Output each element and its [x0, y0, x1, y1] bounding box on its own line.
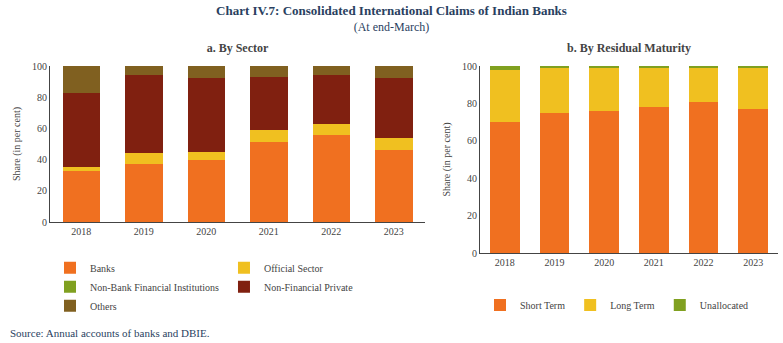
svg-text:Short Term: Short Term — [520, 300, 565, 311]
svg-text:2020: 2020 — [594, 257, 614, 268]
svg-text:Official Sector: Official Sector — [264, 263, 324, 274]
html-text:Chart IV.7: Consolidated Inter: Chart IV.7: Consolidated International C… — [216, 3, 567, 18]
svg-text:2021: 2021 — [259, 226, 279, 237]
svg-text:2023: 2023 — [384, 226, 404, 237]
svg-text:Non-Financial Private: Non-Financial Private — [264, 282, 353, 293]
svg-text:2023: 2023 — [743, 257, 763, 268]
svg-text:80: 80 — [37, 92, 47, 103]
svg-text:2022: 2022 — [321, 226, 341, 237]
svg-text:2018: 2018 — [495, 257, 515, 268]
svg-text:Banks: Banks — [90, 263, 115, 274]
svg-text:2021: 2021 — [644, 257, 664, 268]
svg-text:a. By Sector: a. By Sector — [207, 41, 269, 55]
html-text:(At end-March): (At end-March) — [353, 20, 430, 34]
svg-text:80: 80 — [467, 98, 477, 109]
svg-text:2019: 2019 — [545, 257, 565, 268]
svg-text:40: 40 — [467, 173, 477, 184]
svg-text:100: 100 — [32, 61, 47, 72]
html-text:Source: Annual accounts of ban: Source: Annual accounts of banks and DBI… — [10, 327, 210, 339]
svg-text:2019: 2019 — [134, 226, 154, 237]
svg-text:Unallocated: Unallocated — [700, 300, 748, 311]
svg-text:Non-Bank Financial Institution: Non-Bank Financial Institutions — [90, 282, 219, 293]
svg-text:60: 60 — [467, 135, 477, 146]
svg-text:20: 20 — [37, 185, 47, 196]
svg-text:20: 20 — [467, 210, 477, 221]
svg-text:0: 0 — [472, 248, 477, 259]
svg-text:0: 0 — [42, 217, 47, 228]
svg-text:Share (in per cent): Share (in per cent) — [441, 122, 453, 196]
svg-text:Long Term: Long Term — [610, 300, 655, 311]
svg-text:2020: 2020 — [196, 226, 216, 237]
svg-text:40: 40 — [37, 154, 47, 165]
svg-text:100: 100 — [462, 61, 477, 72]
svg-text:2018: 2018 — [71, 226, 91, 237]
svg-text:Share (in per cent): Share (in per cent) — [11, 107, 23, 181]
svg-text:Others: Others — [90, 301, 117, 312]
svg-text:b. By Residual Maturity: b. By Residual Maturity — [567, 41, 691, 55]
svg-text:2022: 2022 — [694, 257, 714, 268]
svg-text:60: 60 — [37, 123, 47, 134]
